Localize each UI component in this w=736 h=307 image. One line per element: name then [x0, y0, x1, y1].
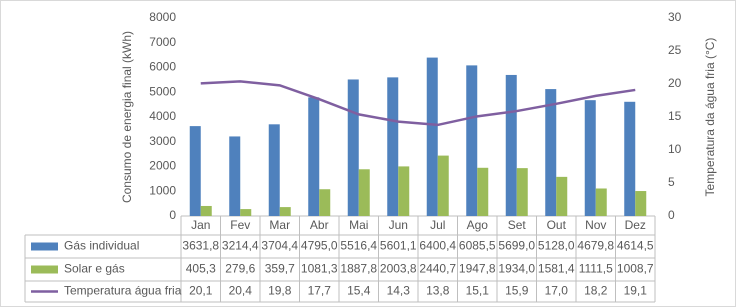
table-value: 359,7 — [265, 262, 295, 276]
table-value: 4614,5 — [617, 239, 654, 253]
y-tick-label: 8000 — [149, 10, 176, 24]
table-value: 4679,8 — [577, 239, 614, 253]
table-value: 6085,5 — [459, 239, 496, 253]
bar — [319, 189, 331, 216]
table-value: 3704,4 — [261, 239, 298, 253]
table-value: 17,7 — [308, 284, 332, 298]
bar — [505, 74, 517, 216]
table-value: 3214,4 — [222, 239, 259, 253]
bar — [426, 57, 438, 216]
table-value: 15,4 — [347, 284, 371, 298]
table-value: 15,1 — [466, 284, 490, 298]
y-tick-label: 0 — [169, 208, 176, 222]
y2-axis-label: Temperatura da água fria (°C) — [703, 38, 717, 197]
bar — [437, 155, 449, 216]
line — [200, 80, 636, 127]
y2-tick-label: 5 — [668, 175, 675, 189]
table-value: 15,9 — [505, 284, 529, 298]
table-value: 17,0 — [545, 284, 569, 298]
bar — [200, 205, 212, 216]
y-tick-label: 7000 — [149, 35, 176, 49]
bar — [556, 176, 568, 216]
bar — [477, 167, 489, 216]
bar — [466, 65, 478, 216]
y2-tick-label: 0 — [668, 208, 675, 222]
table-value: 5601,1 — [380, 239, 417, 253]
x-tick-label: Jun — [389, 218, 408, 232]
table-value: 1081,3 — [301, 262, 338, 276]
table-value: 14,3 — [387, 284, 411, 298]
y2-tick-label: 20 — [668, 76, 682, 90]
bar — [635, 191, 647, 216]
table-value: 2440,7 — [419, 262, 456, 276]
table-value: 4795,0 — [301, 239, 338, 253]
bar — [516, 168, 528, 216]
table-value: 1947,8 — [459, 262, 496, 276]
y-tick-label: 5000 — [149, 84, 176, 98]
bar — [624, 101, 636, 216]
table-value: 5128,0 — [538, 239, 575, 253]
bar — [268, 124, 280, 216]
y2-tick-label: 10 — [668, 142, 682, 156]
table-value: 279,6 — [225, 262, 255, 276]
x-tick-label: Jul — [430, 218, 445, 232]
y-tick-label: 3000 — [149, 134, 176, 148]
x-tick-label: Mar — [269, 218, 290, 232]
legend-label: Gás individual — [64, 239, 139, 253]
bar — [347, 79, 359, 216]
table-value: 405,3 — [186, 262, 216, 276]
bar — [240, 209, 252, 216]
table-value: 5516,4 — [340, 239, 377, 253]
table-value: 1111,5 — [579, 262, 613, 276]
table-value: 20,1 — [189, 284, 213, 298]
x-tick-label: Dez — [625, 218, 646, 232]
y2-tick-label: 15 — [668, 109, 682, 123]
table-value: 1887,8 — [340, 262, 377, 276]
y-tick-label: 4000 — [149, 109, 176, 123]
table-value: 13,8 — [426, 284, 450, 298]
bar — [308, 97, 320, 216]
y2-tick-label: 30 — [668, 10, 682, 24]
y-tick-label: 2000 — [149, 159, 176, 173]
x-tick-label: Ago — [467, 218, 489, 232]
y-axis-label: Consumo de energia final (kWh) — [120, 31, 134, 203]
legend-key — [31, 265, 58, 274]
bar — [229, 136, 241, 216]
table-value: 6400,4 — [419, 239, 456, 253]
x-tick-label: Out — [547, 218, 567, 232]
legend-label: Temperatura água fria — [64, 284, 182, 298]
table-value: 1581,4 — [538, 262, 575, 276]
bar — [189, 126, 201, 216]
x-tick-label: Jan — [191, 218, 210, 232]
bar — [358, 169, 370, 216]
x-tick-label: Set — [508, 218, 527, 232]
bar — [387, 77, 399, 216]
table-value: 2003,8 — [380, 262, 417, 276]
table-value: 1934,0 — [498, 262, 535, 276]
x-tick-label: Abr — [310, 218, 329, 232]
y-tick-label: 6000 — [149, 60, 176, 74]
table-value: 20,4 — [229, 284, 253, 298]
table-value: 19,8 — [268, 284, 292, 298]
table-value: 5699,0 — [498, 239, 535, 253]
x-tick-label: Nov — [585, 218, 606, 232]
x-tick-label: Mai — [349, 218, 368, 232]
table-value: 3631,8 — [182, 239, 219, 253]
legend-key — [31, 242, 58, 251]
table-value: 1008,7 — [617, 262, 654, 276]
bar — [279, 207, 291, 216]
table-value: 18,2 — [584, 284, 608, 298]
bar — [545, 89, 557, 216]
bar — [398, 166, 410, 216]
table-value: 19,1 — [624, 284, 648, 298]
x-tick-label: Fev — [230, 218, 250, 232]
y-tick-label: 1000 — [149, 183, 176, 197]
y2-tick-label: 25 — [668, 43, 682, 57]
legend-label: Solar e gás — [64, 262, 125, 276]
bar — [584, 100, 596, 216]
bar — [595, 188, 607, 216]
